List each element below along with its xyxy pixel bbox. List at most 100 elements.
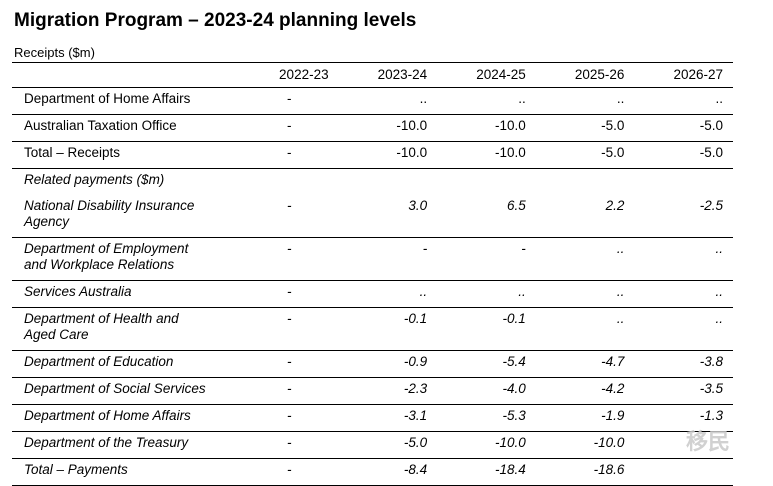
cell-2024-25: .. bbox=[437, 87, 536, 115]
section-header-row: Related payments ($m) bbox=[12, 169, 733, 196]
table-row: Department of Home Affairs -........ bbox=[12, 87, 733, 115]
row-label: Related payments ($m) bbox=[24, 172, 165, 187]
cell-2022-23: - bbox=[240, 114, 339, 142]
cell-2026-27: -2.5 bbox=[634, 195, 733, 238]
cell-2023-24: -3.1 bbox=[338, 404, 438, 432]
cell-2023-24: .. bbox=[338, 87, 438, 115]
cell-2023-24: -5.0 bbox=[338, 431, 438, 459]
cell-2023-24: -0.9 bbox=[338, 350, 438, 378]
cell-2025-26: -5.0 bbox=[535, 141, 635, 169]
cell-2022-23: - bbox=[240, 350, 339, 378]
table-subtitle: Receipts ($m) bbox=[14, 45, 95, 60]
row-label: Australian Taxation Office bbox=[12, 114, 240, 142]
cell-2023-24: 3.0 bbox=[338, 195, 438, 238]
cell-2024-25: - bbox=[437, 237, 536, 281]
header-row: 2022-23 2023-24 2024-25 2025-26 2026-27 bbox=[12, 62, 733, 88]
cell-2026-27: -5.0 bbox=[634, 141, 733, 169]
cell-2022-23: - bbox=[240, 458, 339, 486]
cell-2024-25: -10.0 bbox=[437, 431, 536, 459]
header-cell-2026-27: 2026-27 bbox=[634, 62, 733, 88]
cell-2023-24: -10.0 bbox=[338, 114, 438, 142]
cell-2022-23: - bbox=[240, 431, 339, 459]
cell-2025-26: -4.7 bbox=[535, 350, 635, 378]
cell-2026-27: -5.0 bbox=[634, 114, 733, 142]
cell-2026-27: -1.3 bbox=[634, 404, 733, 432]
table-row: Department of Home Affairs - -3.1 -5.3 -1.9-… bbox=[12, 404, 733, 432]
cell-2025-26: -10.0 bbox=[535, 431, 635, 459]
row-label: Department of Education bbox=[12, 350, 240, 378]
cell-2026-27 bbox=[634, 169, 733, 196]
header-cell-label bbox=[12, 62, 240, 88]
row-label: National Disability Insurance Agency bbox=[12, 195, 240, 238]
cell-2024-25: -4.0 bbox=[437, 377, 536, 405]
cell-2023-24: -10.0 bbox=[338, 141, 438, 169]
row-label: Services Australia bbox=[12, 280, 240, 308]
cell-2022-23: - bbox=[240, 307, 339, 351]
cell-2024-25 bbox=[437, 169, 536, 196]
table-row: Department of the Treasury - -5.0 -10.0 -10.… bbox=[12, 431, 733, 459]
header-cell-2023-24: 2023-24 bbox=[338, 62, 438, 88]
cell-2023-24: -0.1 bbox=[338, 307, 438, 351]
cell-2026-27 bbox=[634, 458, 733, 486]
table-row: National Disability Insurance Agency -3.0… bbox=[12, 195, 733, 238]
cell-2022-23: - bbox=[240, 237, 339, 281]
cell-2023-24: -2.3 bbox=[338, 377, 438, 405]
cell-2024-25: .. bbox=[437, 280, 536, 308]
cell-2026-27: -3.5 bbox=[634, 377, 733, 405]
cell-2022-23: - bbox=[240, 280, 339, 308]
cell-2024-25: -5.4 bbox=[437, 350, 536, 378]
cell-2026-27 bbox=[634, 431, 733, 459]
cell-2026-27: .. bbox=[634, 307, 733, 351]
cell-2025-26: .. bbox=[535, 237, 635, 281]
row-label: Department of Employment and Workplace R… bbox=[12, 237, 240, 281]
cell-2025-26: -18.6 bbox=[535, 458, 635, 486]
cell-2025-26: .. bbox=[535, 87, 635, 115]
row-label: Department of Home Affairs bbox=[12, 404, 240, 432]
cell-2022-23: - bbox=[240, 404, 339, 432]
cell-2025-26: -5.0 bbox=[535, 114, 635, 142]
table-body: Department of Home Affairs -........ Austr… bbox=[12, 87, 733, 486]
cell-2023-24: -8.4 bbox=[338, 458, 438, 486]
cell-2022-23: - bbox=[240, 377, 339, 405]
table-row: Department of Education - -0.9 -5.4 -4.7 -3.8 bbox=[12, 350, 733, 378]
table-row: Total – Payments - -8.4 -18.4 -18.6 bbox=[12, 458, 733, 486]
cell-2025-26 bbox=[536, 169, 635, 196]
cell-2022-23: - bbox=[240, 87, 339, 115]
cell-2026-27: .. bbox=[634, 280, 733, 308]
cell-2026-27: -3.8 bbox=[634, 350, 733, 378]
table-row: Australian Taxation Office - -10.0 -10.0 -5.… bbox=[12, 114, 733, 142]
table-row: Department of Health and Aged Care - -0.1-… bbox=[12, 307, 733, 351]
row-label: Department of Health and Aged Care bbox=[12, 307, 240, 351]
cell-2022-23: - bbox=[240, 195, 339, 238]
cell-2022-23 bbox=[240, 169, 339, 196]
cell-2025-26: -4.2 bbox=[535, 377, 635, 405]
row-label: Department of Home Affairs bbox=[12, 87, 240, 115]
cell-2024-25: -10.0 bbox=[437, 114, 536, 142]
cell-2022-23: - bbox=[240, 141, 339, 169]
table-row: Department of Social Services - -2.3 -4.0 -4… bbox=[12, 377, 733, 405]
cell-2025-26: .. bbox=[535, 307, 635, 351]
row-label: Department of the Treasury bbox=[12, 431, 240, 459]
header-cell-2025-26: 2025-26 bbox=[535, 62, 635, 88]
header-cell-2024-25: 2024-25 bbox=[437, 62, 536, 88]
cell-2024-25: -0.1 bbox=[437, 307, 536, 351]
cell-2025-26: -1.9 bbox=[535, 404, 635, 432]
cell-2024-25: -18.4 bbox=[437, 458, 536, 486]
page-title: Migration Program – 2023-24 planning lev… bbox=[14, 10, 417, 31]
cell-2024-25: 6.5 bbox=[437, 195, 536, 238]
planning-levels-table: 2022-23 2023-24 2024-25 2025-26 2026-27 … bbox=[12, 62, 733, 486]
cell-2024-25: -5.3 bbox=[437, 404, 536, 432]
cell-2025-26: .. bbox=[535, 280, 635, 308]
table-row: Total – Receipts - -10.0 -10.0 -5.0 -5.0 bbox=[12, 141, 733, 169]
cell-2026-27: .. bbox=[634, 237, 733, 281]
cell-2023-24: - bbox=[338, 237, 438, 281]
cell-2024-25: -10.0 bbox=[437, 141, 536, 169]
header-cell-2022-23: 2022-23 bbox=[240, 62, 339, 88]
row-label: Total – Receipts bbox=[12, 141, 240, 169]
table-row: Services Australia -........ bbox=[12, 280, 733, 308]
table-row: Department of Employment and Workplace R… bbox=[12, 237, 733, 281]
cell-2026-27: .. bbox=[634, 87, 733, 115]
cell-2023-24 bbox=[339, 169, 438, 196]
watermark-logo: 移民 bbox=[686, 429, 731, 454]
